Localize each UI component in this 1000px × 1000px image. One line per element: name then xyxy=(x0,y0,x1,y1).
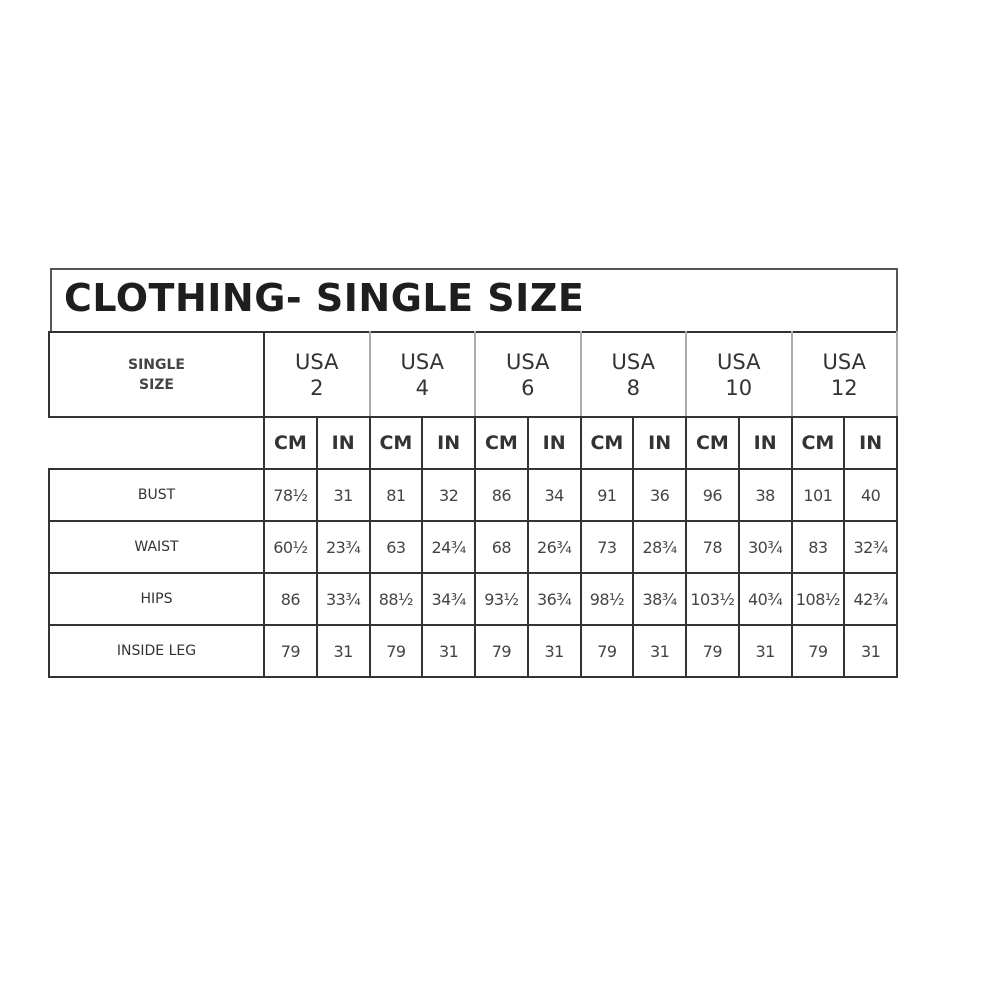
measurement-cell: 79 xyxy=(263,624,318,678)
size-number: 6 xyxy=(521,375,535,400)
measurement-cell: 38 xyxy=(737,468,793,522)
measurement-cell: 38¾ xyxy=(632,572,687,626)
row-label: BUST xyxy=(48,468,265,522)
size-country: USA xyxy=(506,349,550,374)
measurement-cell: 31 xyxy=(526,624,582,678)
unit-cm: CM xyxy=(368,416,424,470)
table-row: WAIST 60½ 23¾ 63 24¾ 68 26¾ 73 28¾ 78 30¾ 83 32¾ xyxy=(48,520,898,574)
measurement-cell: 78 xyxy=(685,520,740,574)
measurement-cell: 68 xyxy=(474,520,529,574)
measurement-cell: 98½ xyxy=(579,572,635,626)
measurement-cell: 79 xyxy=(474,624,529,678)
measurement-cell: 96 xyxy=(685,468,740,522)
size-column-header: USA 12 xyxy=(790,331,898,418)
unit-cm: CM xyxy=(790,416,846,470)
size-number: 2 xyxy=(310,375,324,400)
measurement-cell: 40¾ xyxy=(737,572,793,626)
measurement-cell: 31 xyxy=(843,624,898,678)
measurement-cell: 91 xyxy=(579,468,635,522)
measurement-cell: 93½ xyxy=(474,572,529,626)
unit-cm: CM xyxy=(474,416,529,470)
measurement-cell: 31 xyxy=(632,624,687,678)
measurement-cell: 86 xyxy=(263,572,318,626)
measurement-cell: 33¾ xyxy=(315,572,371,626)
unit-in: IN xyxy=(632,416,687,470)
measurement-cell: 88½ xyxy=(368,572,424,626)
measurement-cell: 63 xyxy=(368,520,424,574)
measurement-cell: 23¾ xyxy=(315,520,371,574)
size-country: USA xyxy=(717,349,761,374)
measurement-cell: 36 xyxy=(632,468,687,522)
unit-in: IN xyxy=(843,416,898,470)
size-column-header: USA 2 xyxy=(263,331,371,418)
size-country: USA xyxy=(400,349,444,374)
empty-cell xyxy=(49,416,265,470)
measurement-cell: 30¾ xyxy=(737,520,793,574)
measurement-cell: 28¾ xyxy=(632,520,687,574)
header-label-line: SIZE xyxy=(138,376,174,393)
unit-in: IN xyxy=(526,416,582,470)
size-column-header: USA 10 xyxy=(685,331,793,418)
measurement-cell: 83 xyxy=(790,520,846,574)
size-chart-table: SINGLE SIZE USA 2 USA 4 USA 6 USA 8 USA 10 USA 12 CM IN… xyxy=(48,331,898,678)
measurement-cell: 34 xyxy=(526,468,582,522)
measurement-cell: 79 xyxy=(790,624,846,678)
measurement-cell: 32¾ xyxy=(843,520,898,574)
table-row: INSIDE LEG 79 31 79 31 79 31 79 31 79 31 79 31 xyxy=(48,624,898,678)
measurement-cell: 79 xyxy=(368,624,424,678)
row-label: INSIDE LEG xyxy=(48,624,265,678)
table-row: HIPS 86 33¾ 88½ 34¾ 93½ 36¾ 98½ 38¾ 103½ 40¾ 108½ 42… xyxy=(48,572,898,626)
unit-in: IN xyxy=(737,416,793,470)
measurement-cell: 24¾ xyxy=(421,520,476,574)
measurement-cell: 26¾ xyxy=(526,520,582,574)
size-country: USA xyxy=(611,349,655,374)
measurement-cell: 34¾ xyxy=(421,572,476,626)
measurement-cell: 101 xyxy=(790,468,846,522)
unit-cm: CM xyxy=(263,416,318,470)
size-number: 4 xyxy=(415,375,429,400)
size-column-header: USA 4 xyxy=(368,331,476,418)
row-label: WAIST xyxy=(48,520,265,574)
measurement-cell: 79 xyxy=(579,624,635,678)
row-label: HIPS xyxy=(48,572,265,626)
measurement-cell: 81 xyxy=(368,468,424,522)
size-number: 12 xyxy=(830,375,858,400)
measurement-cell: 32 xyxy=(421,468,476,522)
size-country: USA xyxy=(822,349,866,374)
measurement-cell: 36¾ xyxy=(526,572,582,626)
header-label-line: SINGLE xyxy=(128,356,185,373)
unit-header-row: CM IN CM IN CM IN CM IN CM IN CM IN xyxy=(49,416,898,470)
measurement-cell: 42¾ xyxy=(843,572,898,626)
measurement-cell: 40 xyxy=(843,468,898,522)
size-header-row: SINGLE SIZE USA 2 USA 4 USA 6 USA 8 USA 10 USA 12 xyxy=(48,331,898,418)
measurement-cell: 73 xyxy=(579,520,635,574)
single-size-header: SINGLE SIZE xyxy=(48,331,265,418)
measurement-cell: 78½ xyxy=(263,468,318,522)
unit-in: IN xyxy=(315,416,371,470)
size-country: USA xyxy=(295,349,339,374)
size-number: 8 xyxy=(626,375,640,400)
measurement-cell: 86 xyxy=(474,468,529,522)
measurement-cell: 108½ xyxy=(790,572,846,626)
page-title: CLOTHING- SINGLE SIZE xyxy=(64,276,585,320)
unit-cm: CM xyxy=(579,416,635,470)
measurement-cell: 31 xyxy=(315,624,371,678)
measurement-cell: 60½ xyxy=(263,520,318,574)
size-chart-title-box: CLOTHING- SINGLE SIZE xyxy=(50,268,898,331)
table-row: BUST 78½ 31 81 32 86 34 91 36 96 38 101 40 xyxy=(48,468,898,522)
measurement-cell: 103½ xyxy=(685,572,740,626)
size-column-header: USA 8 xyxy=(579,331,687,418)
unit-in: IN xyxy=(421,416,476,470)
measurement-cell: 79 xyxy=(685,624,740,678)
measurement-cell: 31 xyxy=(315,468,371,522)
size-number: 10 xyxy=(725,375,753,400)
measurement-cell: 31 xyxy=(737,624,793,678)
size-column-header: USA 6 xyxy=(474,331,582,418)
measurement-cell: 31 xyxy=(421,624,476,678)
unit-cm: CM xyxy=(685,416,740,470)
